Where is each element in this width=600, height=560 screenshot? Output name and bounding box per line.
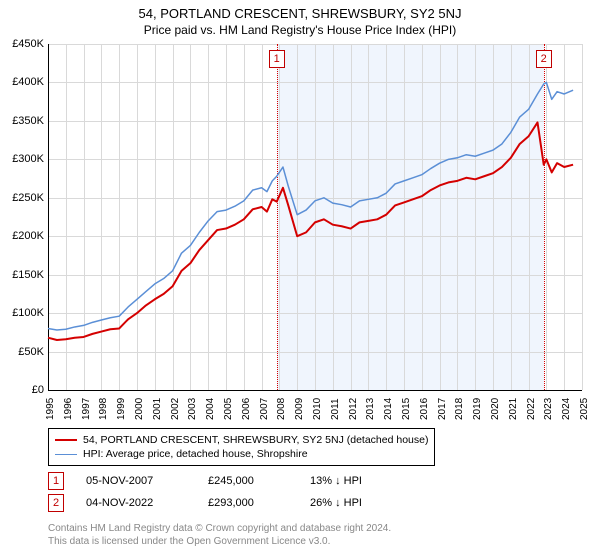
x-axis-tick-label: 2024 [561,398,572,420]
legend-swatch [55,439,77,441]
grid-line-horizontal [48,390,582,391]
x-axis-tick-label: 2021 [508,398,519,420]
footer-line-1: Contains HM Land Registry data © Crown c… [48,522,391,535]
legend-swatch [55,454,77,455]
x-axis-tick-label: 2020 [490,398,501,420]
y-axis-tick-label: £250K [8,192,44,204]
x-axis-tick-label: 2018 [454,398,465,420]
y-axis-tick-label: £400K [8,76,44,88]
y-axis-tick-label: £150K [8,269,44,281]
transaction-date: 04-NOV-2022 [86,497,186,509]
chart-legend: 54, PORTLAND CRESCENT, SHREWSBURY, SY2 5… [48,428,435,466]
transaction-row: 2 04-NOV-2022 £293,000 26% ↓ HPI [48,494,362,512]
transaction-row-marker: 2 [48,494,64,512]
x-axis-tick-label: 2022 [526,398,537,420]
x-axis-tick-label: 2019 [472,398,483,420]
x-axis-tick-label: 2016 [419,398,430,420]
x-axis-tick-label: 2017 [437,398,448,420]
chart-subtitle: Price paid vs. HM Land Registry's House … [0,23,600,37]
transaction-hpi-diff: 13% ↓ HPI [310,475,362,487]
x-axis-tick-label: 2001 [152,398,163,420]
x-axis-tick-label: 2010 [312,398,323,420]
x-axis-tick-label: 2009 [294,398,305,420]
transaction-price: £245,000 [208,475,288,487]
y-axis-tick-label: £200K [8,230,44,242]
y-axis-tick-label: £50K [8,346,44,358]
grid-line-vertical [582,44,583,390]
x-axis-tick-label: 1999 [116,398,127,420]
transaction-row-marker: 1 [48,472,64,490]
legend-item: 54, PORTLAND CRESCENT, SHREWSBURY, SY2 5… [55,433,428,447]
x-axis-tick-label: 2005 [223,398,234,420]
y-axis-tick-label: £100K [8,307,44,319]
y-axis-tick-label: £350K [8,115,44,127]
x-axis-tick-label: 1997 [81,398,92,420]
x-axis-tick-label: 2014 [383,398,394,420]
x-axis-tick-label: 2023 [543,398,554,420]
chart-lines [48,44,582,390]
footer-attribution: Contains HM Land Registry data © Crown c… [48,522,391,548]
transaction-row: 1 05-NOV-2007 £245,000 13% ↓ HPI [48,472,362,490]
y-axis-tick-label: £300K [8,153,44,165]
x-axis-tick-label: 2004 [205,398,216,420]
chart-plot-area: £0£50K£100K£150K£200K£250K£300K£350K£400… [48,44,582,390]
y-axis-tick-label: £0 [8,384,44,396]
x-axis-tick-label: 2002 [170,398,181,420]
legend-item: HPI: Average price, detached house, Shro… [55,447,428,461]
x-axis-tick-label: 2007 [259,398,270,420]
y-axis-tick-label: £450K [8,38,44,50]
x-axis-tick-label: 2011 [330,398,341,420]
chart-title: 54, PORTLAND CRESCENT, SHREWSBURY, SY2 5… [0,6,600,21]
x-axis-tick-label: 2008 [276,398,287,420]
legend-label: HPI: Average price, detached house, Shro… [83,448,308,460]
transaction-date: 05-NOV-2007 [86,475,186,487]
x-axis-tick-label: 1995 [45,398,56,420]
x-axis-tick-label: 2012 [348,398,359,420]
footer-line-2: This data is licensed under the Open Gov… [48,535,391,548]
x-axis-tick-label: 1998 [98,398,109,420]
x-axis-tick-label: 2006 [241,398,252,420]
legend-label: 54, PORTLAND CRESCENT, SHREWSBURY, SY2 5… [83,434,428,446]
x-axis-tick-label: 2015 [401,398,412,420]
x-axis-tick-label: 2025 [579,398,590,420]
x-axis-tick-label: 1996 [63,398,74,420]
transaction-price: £293,000 [208,497,288,509]
x-axis-tick-label: 2000 [134,398,145,420]
transaction-hpi-diff: 26% ↓ HPI [310,497,362,509]
series-hpi [48,82,573,330]
x-axis-tick-label: 2003 [187,398,198,420]
x-axis-tick-label: 2013 [365,398,376,420]
